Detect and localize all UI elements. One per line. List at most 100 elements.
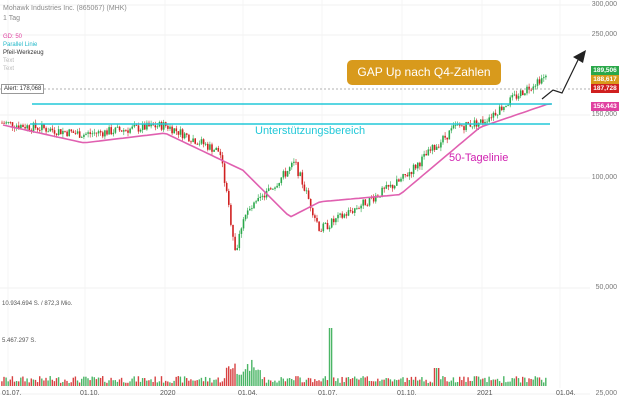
candle — [78, 131, 81, 138]
indicator-parallel-line[interactable]: Parallel Linie — [3, 42, 38, 48]
candle — [404, 174, 406, 176]
candle — [446, 137, 448, 140]
volume-bar — [194, 380, 196, 386]
candle — [131, 126, 133, 129]
volume-bar — [482, 378, 484, 386]
volume-bar — [427, 382, 429, 386]
candle — [87, 132, 89, 134]
indicator-gd50[interactable]: GD: 50 — [3, 34, 23, 40]
candle — [448, 130, 451, 140]
candle — [234, 236, 236, 251]
volume-bar — [341, 376, 343, 386]
volume-bar — [127, 382, 129, 386]
x-tick-0107-2020: 01.07. — [318, 390, 338, 397]
volume-bar — [396, 380, 398, 386]
candle — [146, 122, 148, 130]
candle — [494, 112, 497, 116]
volume-bar — [192, 380, 194, 386]
chart-title: Mohawk Industries Inc. (865067) (MHK) — [3, 5, 127, 12]
candle — [343, 214, 346, 218]
candle — [421, 156, 423, 167]
volume-bar — [524, 377, 526, 386]
volume-bar — [377, 378, 379, 386]
candle — [513, 94, 516, 96]
volume-bar — [538, 377, 541, 386]
volume-bar — [385, 378, 387, 386]
volume-bar — [505, 382, 507, 386]
candle — [469, 123, 472, 127]
indicator-text-1[interactable]: Text — [3, 58, 15, 64]
volume-bar — [490, 380, 492, 386]
alert-label[interactable]: Alert: 178,068 — [1, 84, 45, 94]
volume-bar — [440, 379, 442, 386]
candle — [246, 210, 249, 215]
y-tick-150000: 150,000 — [591, 111, 617, 118]
volume-bar — [20, 377, 22, 386]
volume-bar — [393, 379, 396, 386]
volume-bar — [532, 379, 534, 386]
volume-bar — [137, 376, 140, 386]
candle — [223, 163, 226, 183]
volume-bar — [196, 380, 198, 386]
candle — [530, 89, 532, 91]
volume-bar — [473, 376, 476, 386]
volume-bar — [534, 376, 536, 386]
candle — [183, 133, 186, 139]
candle — [381, 187, 383, 197]
volume-bar — [435, 368, 438, 386]
volume-bar — [351, 378, 354, 386]
volume-bar — [276, 382, 278, 386]
candle — [301, 172, 304, 185]
volume-bar — [343, 382, 345, 386]
volume-bar — [507, 381, 509, 386]
candle — [339, 213, 341, 215]
volume-bar — [11, 376, 14, 386]
candle — [219, 151, 222, 156]
volume-bar — [36, 382, 39, 386]
price-tag-187728: 187,728 — [591, 84, 619, 93]
volume-bar — [240, 374, 242, 386]
indicator-text-2[interactable]: Text — [3, 66, 15, 72]
candle — [85, 133, 87, 135]
volume-bar — [288, 378, 291, 386]
volume-bar — [543, 382, 545, 386]
volume-bar — [15, 381, 18, 386]
price-tag-156443: 156,443 — [591, 102, 619, 111]
candle — [417, 162, 419, 169]
volume-bar — [70, 382, 72, 386]
volume-bar — [188, 380, 190, 386]
candle — [150, 123, 152, 127]
volume-bar — [459, 376, 461, 386]
candle — [454, 124, 457, 126]
candle — [207, 143, 209, 150]
volume-bar — [211, 382, 213, 386]
volume-bar — [354, 376, 356, 386]
volume-bar — [34, 379, 37, 386]
indicator-arrow-tool[interactable]: Pfeil-Werkzeug — [3, 50, 44, 56]
candle — [543, 77, 545, 79]
candle — [284, 171, 287, 177]
candle — [238, 233, 241, 249]
volume-bar — [204, 376, 207, 386]
volume-bar — [22, 376, 24, 386]
volume-bar — [213, 379, 215, 386]
volume-bar — [64, 379, 66, 386]
candle — [89, 132, 91, 134]
volume-bars — [1, 328, 547, 386]
candle — [362, 199, 364, 206]
candle — [257, 197, 259, 202]
volume-bar — [337, 378, 339, 386]
candle — [261, 195, 264, 197]
candle — [83, 134, 85, 137]
volume-bar — [475, 376, 478, 386]
volume-bar — [513, 378, 515, 386]
candle — [108, 127, 110, 135]
volume-bar — [536, 377, 539, 386]
candle — [276, 185, 278, 188]
volume-bar — [282, 378, 284, 386]
candle — [160, 122, 163, 130]
candle — [517, 96, 520, 99]
y-tick-250000: 250,000 — [591, 31, 617, 38]
candle — [364, 199, 367, 206]
volume-bar — [165, 380, 167, 386]
